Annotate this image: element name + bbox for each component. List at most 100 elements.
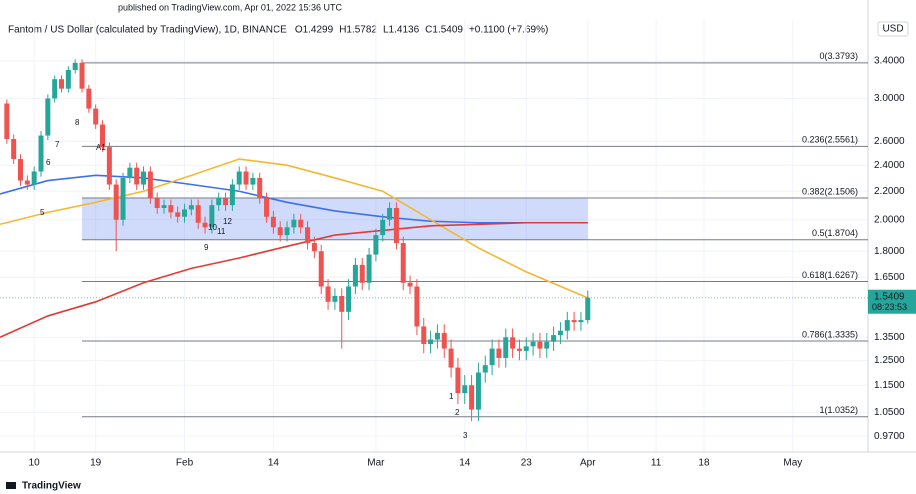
annotation: 2 [455,408,460,417]
candle-body [24,180,30,185]
candle-body [127,167,133,178]
candle-body [311,243,317,252]
annotation: 11 [217,227,226,236]
fib-label: 0.5(1.8704) [812,228,858,238]
candle-body [544,341,550,349]
candle-body [496,348,502,358]
candle-body [277,227,283,236]
ma-line [0,221,588,339]
candle-body [18,159,24,181]
candle-body [346,286,352,312]
annotation: 12 [223,217,232,226]
fib-label: 0.786(1.3335) [802,329,858,339]
candle-body [339,295,345,312]
legend-item: +0.1100 (+7.69%) [469,25,548,36]
candle-body [106,147,112,185]
fib-label: 0.236(2.5561) [802,135,858,145]
candle-body [100,124,106,148]
candle-body [4,103,10,139]
candle-body [59,79,65,89]
candle-body [202,222,208,228]
candle-body [516,348,522,351]
candle-body [120,177,126,220]
annotation: 8 [75,118,80,127]
candle-body [31,171,37,185]
candle-body [400,243,406,283]
candle-body [305,227,311,244]
countdown-label: 08:23:53 [872,302,907,312]
x-tick-label: 18 [698,458,710,469]
currency-button[interactable] [877,21,909,37]
annotation: A1 [96,143,106,152]
candle-body [257,177,263,199]
candle-body [141,171,147,185]
x-tick-label: Feb [176,458,194,469]
candle-body [93,108,99,125]
candle-body [585,297,591,321]
candle-body [489,348,495,366]
y-tick-label: 1.3500 [874,332,905,343]
candle-body [72,62,78,70]
candle-body [462,385,468,394]
candle-body [188,205,194,210]
candle-body [154,198,160,209]
legend-item: C1.5409 [425,25,463,36]
candle-body [195,205,201,223]
candle-body [564,320,570,331]
x-tick-label: 19 [90,458,102,469]
candle-body [510,337,516,349]
candle-body [250,177,256,185]
y-tick-label: 3.4000 [874,56,905,67]
x-tick-label: May [783,458,802,469]
candle-body [441,332,447,349]
fib-zone [82,198,588,240]
candle-body [434,332,440,340]
candle-body [175,212,181,217]
x-tick-label: 11 [651,458,662,469]
candle-body [223,198,229,206]
y-tick-label: 0.9700 [874,431,905,442]
candle-body [182,209,188,217]
candle-body [469,385,475,410]
annotation: 1 [449,392,454,401]
candle-body [229,184,235,206]
candle-body [523,346,529,351]
y-tick-label: 2.6000 [874,136,905,147]
candle-body [578,320,584,323]
candle-body [380,219,386,236]
candle-body [236,171,242,185]
candle-body [503,337,509,358]
candle-body [571,320,577,323]
y-tick-label: 2.2000 [874,186,905,197]
candle-body [11,138,17,160]
candle-body [455,367,461,394]
candle-body [387,208,393,220]
ma-line [0,174,588,224]
y-tick-label: 3.0000 [874,93,905,104]
candle-body [366,254,372,283]
legend: O1.4299 H1.5782 L1.4136 C1.5409 +0.1100 (+7.… [295,25,548,36]
candle-body [284,227,290,236]
candle-body [147,171,153,199]
x-tick-label: 10 [29,458,41,469]
candle-body [428,339,434,345]
chart-title: Fantom / US Dollar (calculated by Tradin… [8,25,287,36]
candle-body [537,341,543,349]
brand-logo: TradingView [6,481,81,492]
candle-body [421,326,427,345]
y-tick-label: 2.0000 [874,214,905,225]
candle-body [86,88,92,109]
published-note: published on TradingView.com, Apr 01, 20… [118,2,342,12]
candle-body [407,282,413,287]
candle-body [161,205,167,209]
fib-label: 0.618(1.6267) [802,270,858,280]
candle-body [45,98,51,136]
candle-body [530,341,536,347]
annotation: 5 [40,208,45,217]
candle-body [270,216,276,228]
annotation: 6 [46,158,51,167]
candle-body [393,208,399,244]
y-tick-label: 1.8000 [874,246,905,257]
candle-body [113,184,119,220]
fib-label: 0(3.3793) [819,51,858,61]
